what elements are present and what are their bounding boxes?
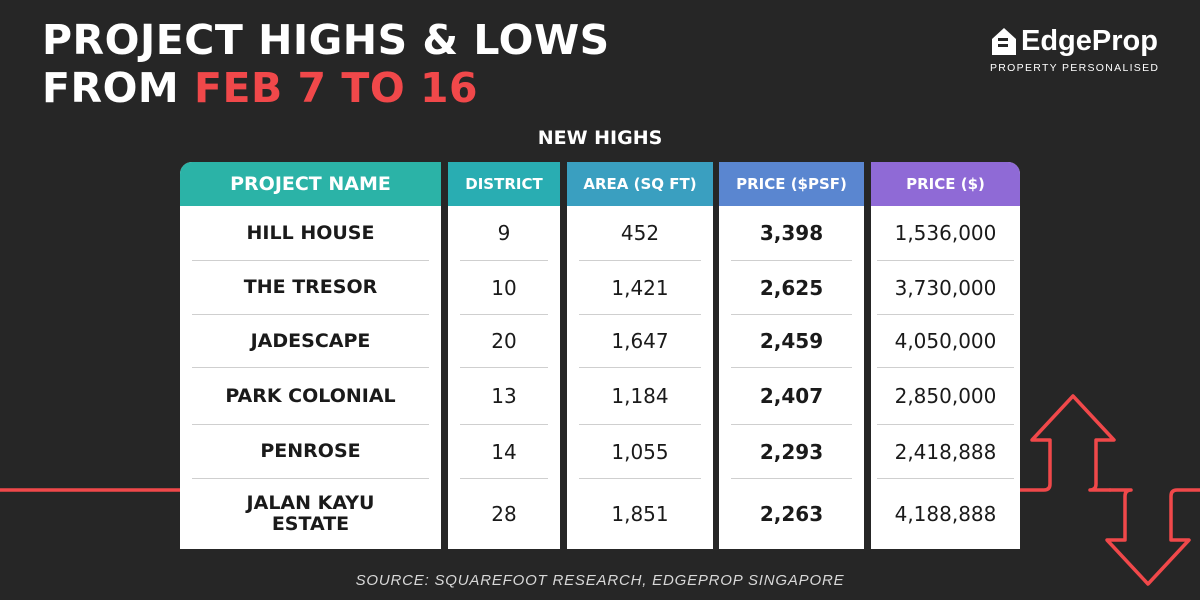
cell-area: 452 — [579, 206, 701, 261]
cell-price: 1,536,000 — [877, 206, 1014, 261]
cell-district: 14 — [460, 425, 548, 479]
title-date-range: FEB 7 TO 16 — [194, 64, 479, 112]
cell-project: HILL HOUSE — [192, 206, 429, 261]
cell-psf: 3,398 — [731, 206, 852, 261]
column-price-psf: PRICE ($PSF) 3,398 2,625 2,459 2,407 2,2… — [719, 162, 864, 549]
source-note: SOURCE: SQUAREFOOT RESEARCH, EDGEPROP SI… — [355, 572, 845, 589]
page-title: PROJECT HIGHS & LOWS FROM FEB 7 TO 16 — [42, 16, 610, 112]
cell-district: 10 — [460, 261, 548, 315]
cell-area: 1,647 — [579, 315, 701, 368]
header-project-name: PROJECT NAME — [180, 162, 441, 206]
cell-project: JALAN KAYU ESTATE — [246, 492, 375, 535]
title-line-2: FROM FEB 7 TO 16 — [42, 64, 610, 112]
column-price: PRICE ($) 1,536,000 3,730,000 4,050,000 … — [871, 162, 1020, 549]
cell-area: 1,055 — [579, 425, 701, 479]
header-area: AREA (SQ FT) — [567, 162, 713, 206]
column-district: DISTRICT 9 10 20 13 14 28 — [448, 162, 560, 549]
cell-district: 13 — [460, 368, 548, 425]
cell-price: 2,850,000 — [877, 368, 1014, 425]
cell-psf: 2,293 — [731, 425, 852, 479]
title-prefix: FROM — [42, 64, 195, 112]
cell-price: 2,418,888 — [877, 425, 1014, 479]
cell-price: 4,050,000 — [877, 315, 1014, 368]
cell-psf: 2,459 — [731, 315, 852, 368]
column-area: AREA (SQ FT) 452 1,421 1,647 1,184 1,055… — [567, 162, 713, 549]
cell-price: 4,188,888 — [894, 502, 997, 526]
header-price-psf: PRICE ($PSF) — [719, 162, 864, 206]
cell-psf: 2,407 — [731, 368, 852, 425]
edgeprop-logo: EdgeProp PROPERTY PERSONALISED — [990, 22, 1165, 74]
cell-psf: 2,263 — [759, 502, 824, 526]
header-price: PRICE ($) — [871, 162, 1020, 206]
logo-tagline: PROPERTY PERSONALISED — [990, 62, 1160, 74]
cell-project: PARK COLONIAL — [192, 368, 429, 425]
logo-wordmark: EdgeProp — [1021, 25, 1158, 57]
cell-price: 3,730,000 — [877, 261, 1014, 315]
cell-area: 1,421 — [579, 261, 701, 315]
cell-project: JADESCAPE — [192, 315, 429, 368]
column-project-name: PROJECT NAME HILL HOUSE THE TRESOR JADES… — [180, 162, 441, 549]
title-line-1: PROJECT HIGHS & LOWS — [42, 16, 610, 64]
down-arrow-icon — [1105, 488, 1200, 586]
header-district: DISTRICT — [448, 162, 560, 206]
cell-area: 1,184 — [579, 368, 701, 425]
cell-district: 20 — [460, 315, 548, 368]
cell-area: 1,851 — [611, 502, 669, 526]
house-logo-icon — [992, 28, 1016, 55]
cell-district: 9 — [460, 206, 548, 261]
cell-district: 28 — [491, 502, 517, 526]
cell-psf: 2,625 — [731, 261, 852, 315]
section-title: NEW HIGHS — [537, 127, 663, 149]
up-arrow-icon — [1018, 394, 1116, 492]
cell-project: THE TRESOR — [192, 261, 429, 315]
cell-project: PENROSE — [192, 425, 429, 479]
